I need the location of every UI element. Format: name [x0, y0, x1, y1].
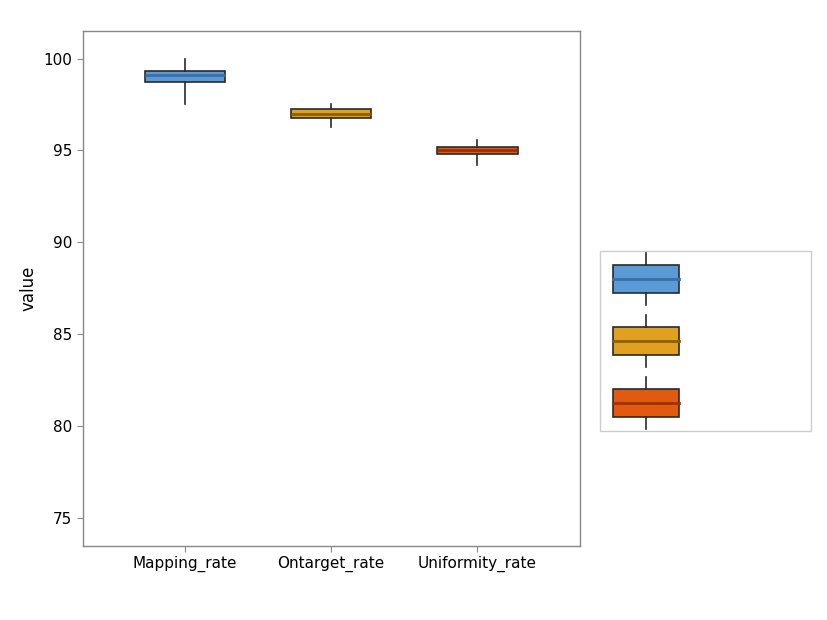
- Bar: [290, 109, 371, 118]
- Y-axis label: value: value: [20, 265, 38, 311]
- Bar: [145, 71, 225, 82]
- Bar: [437, 147, 517, 154]
- Text: Ontarget_rate: Ontarget_rate: [691, 334, 788, 348]
- Text: Uniformity_rate: Uniformity_rate: [691, 396, 799, 410]
- Text: Mapping_rate: Mapping_rate: [691, 272, 786, 286]
